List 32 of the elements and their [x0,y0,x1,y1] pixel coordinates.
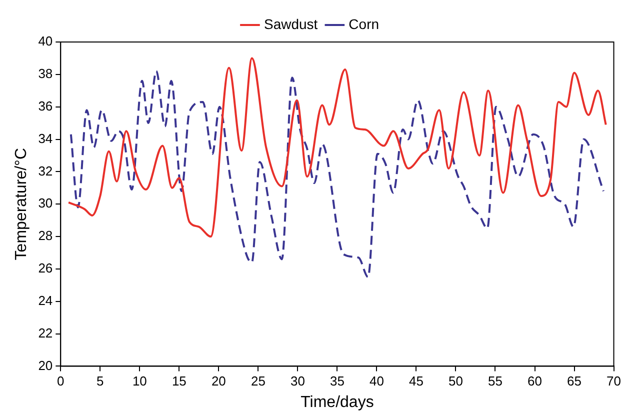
x-tick-label: 30 [290,374,305,389]
x-tick-label: 25 [250,374,266,389]
x-tick-label: 55 [488,374,502,389]
x-tick-label: 15 [172,374,186,389]
y-tick-label: 34 [38,130,53,146]
legend-label: Sawdust [264,16,318,32]
y-tick-label: 30 [38,196,53,211]
x-axis-title: Time/days [300,394,374,411]
y-tick-label: 36 [38,98,53,114]
y-tick-label: 32 [38,163,53,178]
x-tick-label: 35 [330,374,344,389]
y-tick-label: 24 [38,292,53,308]
y-tick-label: 28 [38,228,53,244]
y-tick-label: 26 [38,260,53,276]
x-tick-label: 20 [211,374,226,389]
legend-label: Corn [348,16,380,32]
x-tick-label: 70 [606,374,622,389]
y-axis-title: Temperature/°C [13,148,30,260]
y-tick-label: 20 [38,358,53,373]
x-tick-label: 50 [448,374,463,389]
line-series [70,70,604,278]
x-tick-label: 5 [96,374,104,389]
x-tick-label: 45 [408,374,424,389]
x-tick-label: 60 [528,374,542,389]
x-tick-label: 10 [132,374,147,389]
y-tick-label: 38 [38,66,53,81]
line-series [68,57,607,238]
y-tick-label: 22 [38,325,53,340]
y-tick-label: 40 [38,34,53,49]
x-tick-label: 65 [567,374,582,389]
x-tick-label: 0 [57,374,64,389]
x-tick-label: 40 [369,374,384,389]
